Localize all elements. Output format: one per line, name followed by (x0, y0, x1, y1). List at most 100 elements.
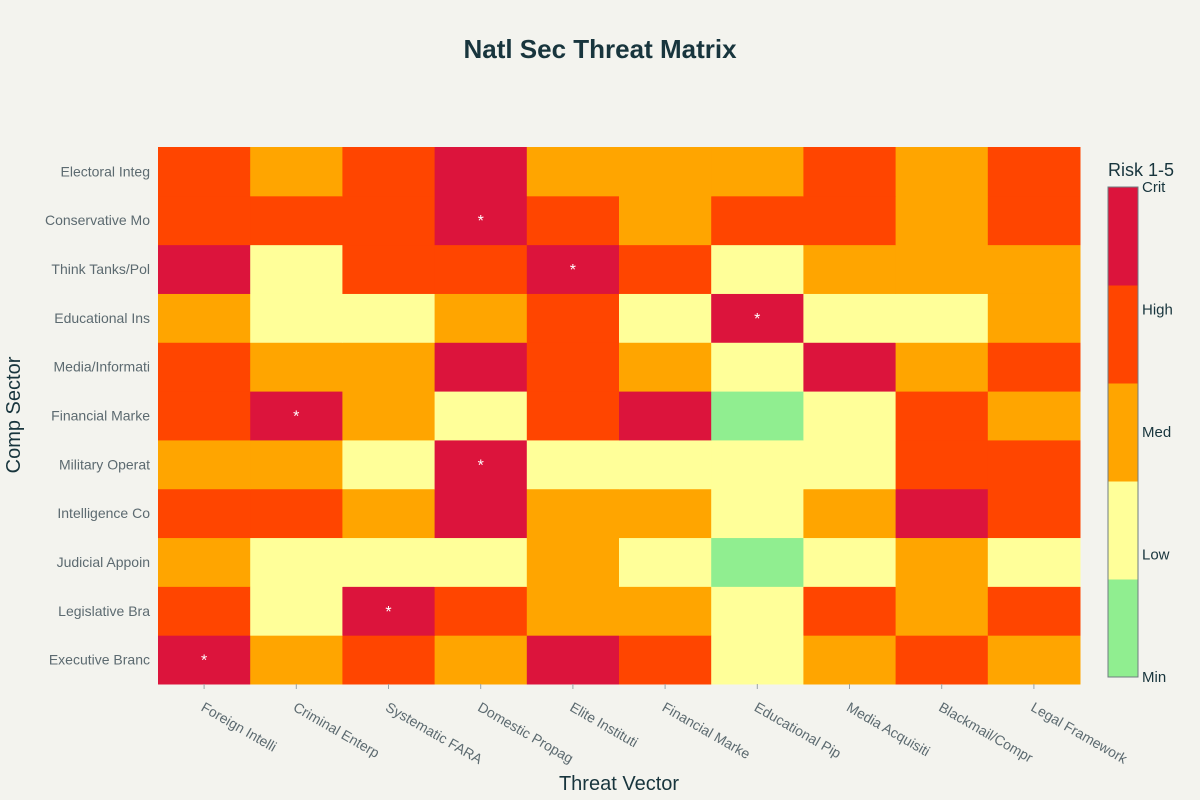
colorbar-tick-label: Low (1142, 547, 1170, 564)
x-tick-label: Media Acquisiti (844, 699, 933, 760)
heatmap-cell (711, 439, 804, 490)
y-tick-label: Legislative Bra (58, 603, 150, 619)
y-tick-label: Think Tanks/Pol (51, 261, 150, 277)
y-tick-label: Executive Branc (49, 652, 150, 668)
heatmap-cell (987, 439, 1081, 490)
heatmap-cell (342, 195, 436, 246)
heatmap-cell (895, 342, 989, 392)
heatmap-cell (895, 195, 989, 246)
heatmap-cell (803, 293, 897, 343)
heatmap-cell (250, 488, 343, 539)
heatmap-cell (158, 293, 251, 343)
cell-annotation: * (385, 604, 391, 621)
heatmap-cell (526, 244, 620, 294)
heatmap-cell (619, 147, 712, 197)
heatmap-cell (619, 342, 712, 392)
heatmap-cell (987, 147, 1081, 197)
heatmap-cell (158, 195, 251, 246)
heatmap-cell (250, 635, 343, 685)
y-tick-label: Judicial Appoin (57, 554, 150, 570)
heatmap-cell (895, 586, 989, 636)
heatmap-cell (434, 293, 528, 343)
heatmap-cell (619, 439, 712, 490)
heatmap-cell (895, 244, 989, 294)
heatmap-cell (987, 293, 1081, 343)
heatmap-cell (342, 537, 436, 587)
heatmap-cell (158, 635, 251, 685)
colorbar-segment (1108, 481, 1138, 580)
cell-annotation: * (570, 262, 576, 279)
heatmap-cell (619, 635, 712, 685)
heatmap-cell (526, 391, 620, 441)
y-tick-label: Intelligence Co (57, 505, 150, 521)
heatmap-cell (434, 195, 528, 246)
y-tick-label: Educational Ins (54, 310, 150, 326)
heatmap-cell (250, 293, 343, 343)
heatmap-cell (342, 342, 436, 392)
heatmap-cell (895, 147, 989, 197)
heatmap-cell (803, 537, 897, 587)
heatmap-cell (711, 586, 804, 636)
cell-annotation: * (478, 457, 484, 474)
colorbar-tick-label: Med (1142, 424, 1171, 441)
heatmap-cell (434, 537, 528, 587)
heatmap-cell (250, 537, 343, 587)
heatmap-cell (526, 293, 620, 343)
heatmap-cell (158, 537, 251, 587)
heatmap-cell (619, 537, 712, 587)
cell-annotation: * (293, 409, 299, 426)
x-axis-title: Threat Vector (559, 773, 679, 795)
heatmap-cell (987, 195, 1081, 246)
heatmap-cell (987, 586, 1081, 636)
heatmap-cell (711, 195, 804, 246)
heatmap-cell (803, 244, 897, 294)
heatmap-cell (250, 586, 343, 636)
colorbar-segment (1108, 383, 1138, 482)
heatmap-cell (803, 439, 897, 490)
heatmap-cell (342, 293, 436, 343)
x-tick-label: Blackmail/Compr (936, 699, 1036, 766)
heatmap-cell (711, 537, 804, 587)
heatmap-cell (987, 537, 1081, 587)
heatmap-cell (711, 391, 804, 441)
heatmap-cell (526, 635, 620, 685)
heatmap-cell (619, 244, 712, 294)
heatmap-cell (342, 488, 436, 539)
heatmap-cell (526, 147, 620, 197)
chart-title: Natl Sec Threat Matrix (463, 34, 737, 64)
heatmap-cell (434, 635, 528, 685)
heatmap-cell (619, 195, 712, 246)
heatmap-cell (803, 342, 897, 392)
x-tick-label: Foreign Intelli (199, 699, 280, 755)
heatmap-cell (526, 342, 620, 392)
heatmap-cell (434, 439, 528, 490)
heatmap-cell (619, 293, 712, 343)
heatmap-cell (895, 391, 989, 441)
colorbar-outline (1107, 186, 1139, 678)
heatmap-cell (342, 586, 436, 636)
cell-annotation: * (201, 653, 207, 670)
y-axis-title: Comp Sector (3, 356, 25, 473)
colorbar-tick-label: Min (1142, 669, 1166, 686)
heatmap-cell (711, 488, 804, 539)
heatmap-cell (342, 391, 436, 441)
cell-annotation: * (478, 213, 484, 230)
heatmap-cell (987, 635, 1081, 685)
heatmap-cell (158, 488, 251, 539)
colorbar-tick-label: Crit (1142, 179, 1166, 196)
heatmap-cell (803, 391, 897, 441)
heatmap-cell (526, 537, 620, 587)
heatmap-cell (803, 195, 897, 246)
heatmap-cell (342, 635, 436, 685)
heatmap-cell (342, 244, 436, 294)
heatmap-cell (895, 439, 989, 490)
colorbar-title: Risk 1-5 (1108, 160, 1174, 180)
heatmap-cell (711, 293, 804, 343)
heatmap-cell (711, 342, 804, 392)
heatmap-cell (619, 586, 712, 636)
heatmap-cell (342, 147, 436, 197)
heatmap-cell (434, 586, 528, 636)
heatmap-cell (434, 244, 528, 294)
x-tick-label: Educational Pip (752, 699, 844, 762)
